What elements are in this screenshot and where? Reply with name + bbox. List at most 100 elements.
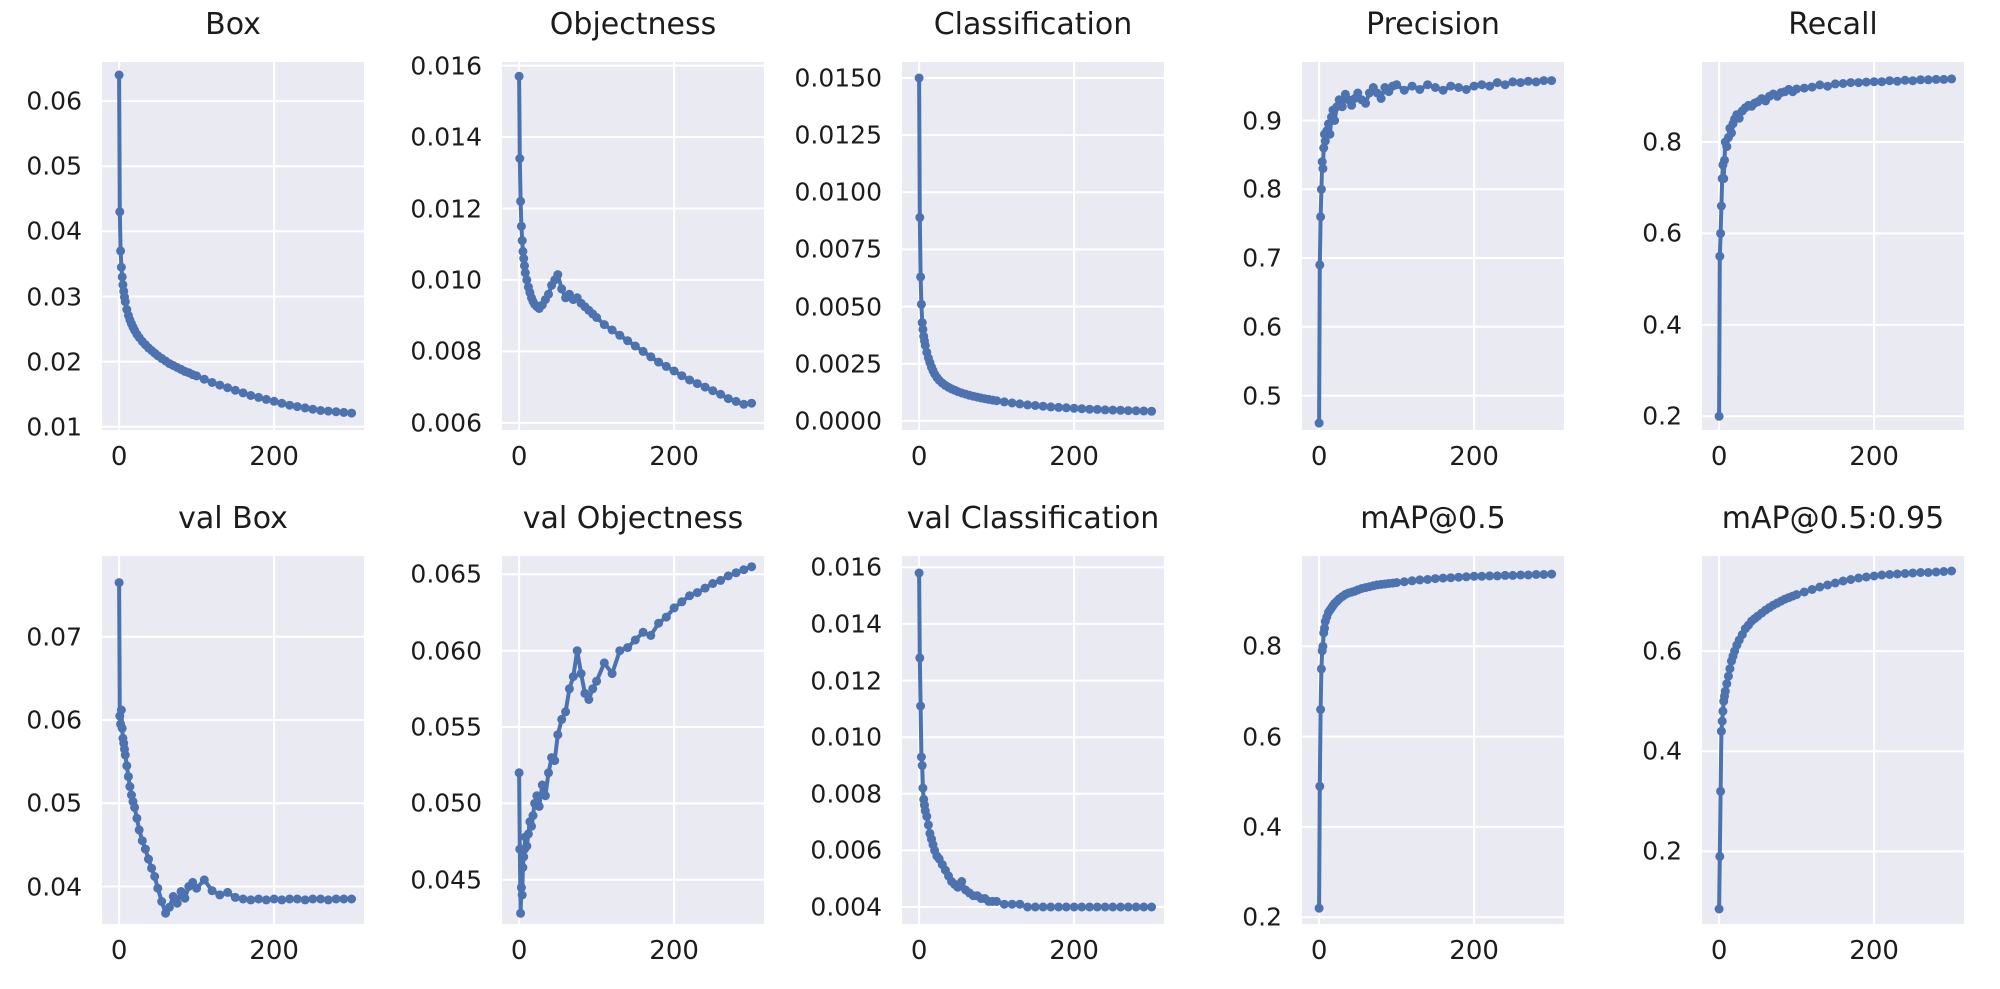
data-point-marker	[1038, 902, 1048, 912]
data-point-marker	[957, 877, 967, 886]
data-point-marker	[1116, 405, 1126, 415]
y-tick-label: 0.060	[410, 636, 482, 666]
data-point-marker	[739, 399, 749, 409]
data-point-marker	[731, 568, 741, 578]
data-point-marker	[520, 268, 530, 278]
x-tick-label: 0	[510, 442, 528, 472]
data-point-marker	[1877, 570, 1887, 580]
data-point-marker	[1727, 128, 1736, 138]
data-point-marker	[1807, 585, 1817, 594]
data-point-marker	[1015, 399, 1025, 409]
plot-title: Objectness	[549, 7, 717, 42]
y-tick-label: 0.014	[810, 609, 882, 639]
y-tick-label: 0.2	[1642, 401, 1682, 431]
y-tick-label: 0.05	[26, 151, 82, 181]
data-point-marker	[1353, 88, 1363, 98]
data-point-marker	[1815, 80, 1825, 90]
data-point-marker	[916, 299, 926, 309]
data-point-marker	[1085, 902, 1095, 912]
subplot-box: Box 0.01 0.02 0.03 0.04 0.05 0.06 0 200	[0, 0, 400, 494]
plot-background	[102, 556, 364, 924]
y-tick-label: 0.2	[1642, 836, 1682, 866]
data-point-marker	[130, 802, 140, 812]
data-point-marker	[1719, 174, 1729, 184]
data-point-marker	[516, 221, 526, 231]
data-point-marker	[544, 768, 553, 778]
data-point-marker	[1722, 142, 1732, 152]
data-point-marker	[1799, 587, 1809, 597]
data-point-marker	[1438, 573, 1448, 583]
data-point-marker	[1147, 902, 1157, 912]
data-point-marker	[1399, 85, 1409, 95]
subplot-val-box: val Box 0.04 0.05 0.06 0.07 0 200	[0, 494, 400, 989]
data-point-marker	[1139, 902, 1149, 912]
data-point-marker	[1815, 582, 1825, 592]
plot-title: val Box	[178, 501, 288, 536]
data-point-marker	[916, 752, 926, 762]
data-point-marker	[607, 325, 617, 335]
data-point-marker	[120, 297, 130, 307]
plot-background	[502, 556, 764, 924]
data-point-marker	[669, 366, 679, 376]
y-tick-label: 0.0025	[794, 349, 882, 379]
data-point-marker	[654, 618, 664, 628]
y-tick-label: 0.008	[410, 336, 482, 366]
data-point-marker	[1931, 567, 1941, 577]
data-point-marker	[646, 630, 656, 640]
data-point-marker	[1900, 75, 1910, 85]
data-point-marker	[1023, 902, 1033, 912]
data-point-marker	[992, 896, 1002, 906]
y-tick-label: 0.012	[410, 194, 482, 223]
data-point-marker	[1334, 95, 1344, 105]
data-point-marker	[516, 196, 526, 206]
data-point-marker	[1916, 568, 1926, 577]
data-point-marker	[522, 841, 532, 851]
data-point-marker	[1908, 76, 1918, 86]
data-point-marker	[215, 890, 225, 900]
data-point-marker	[1477, 80, 1487, 90]
data-point-marker	[331, 407, 341, 417]
data-point-marker	[599, 658, 609, 668]
data-point-marker	[331, 894, 341, 904]
data-point-marker	[1838, 576, 1848, 586]
plot-panel	[1702, 556, 1964, 924]
y-tick-label: 0.045	[410, 865, 482, 895]
data-point-marker	[215, 380, 225, 390]
data-point-marker	[1123, 406, 1133, 416]
plot-title: Box	[205, 7, 261, 42]
y-tick-label: 0.06	[26, 705, 82, 735]
data-point-marker	[192, 883, 202, 893]
data-point-marker	[1461, 572, 1471, 582]
data-point-marker	[1100, 405, 1110, 415]
data-point-marker	[915, 212, 925, 222]
data-point-marker	[1516, 570, 1526, 580]
data-point-marker	[1792, 84, 1802, 94]
data-point-marker	[532, 791, 542, 801]
plot-background	[1702, 62, 1964, 430]
data-point-marker	[114, 578, 124, 588]
data-point-marker	[918, 783, 928, 793]
plot-panel	[1302, 556, 1564, 924]
data-point-marker	[638, 627, 648, 637]
data-point-marker	[238, 894, 248, 904]
data-point-marker	[1716, 228, 1726, 238]
data-point-marker	[164, 902, 174, 912]
subplot-map50-95: mAP@0.5:0.95 0.2 0.4 0.6 0 200	[1600, 494, 2000, 989]
y-tick-label: 0.4	[1642, 310, 1682, 340]
data-point-marker	[176, 887, 186, 896]
data-point-marker	[1716, 786, 1726, 796]
data-point-marker	[238, 388, 248, 398]
data-point-marker	[1131, 902, 1141, 912]
data-point-marker	[1716, 726, 1726, 736]
data-point-marker	[1347, 100, 1357, 110]
y-tick-label: 0.0000	[794, 406, 882, 436]
plot-panel	[902, 62, 1164, 430]
data-point-marker	[1320, 623, 1329, 633]
data-point-marker	[1723, 671, 1733, 681]
data-point-marker	[1069, 403, 1079, 413]
data-point-marker	[199, 374, 209, 384]
data-point-marker	[1531, 77, 1541, 87]
x-tick-label: 0	[110, 936, 128, 966]
data-point-marker	[615, 646, 625, 656]
